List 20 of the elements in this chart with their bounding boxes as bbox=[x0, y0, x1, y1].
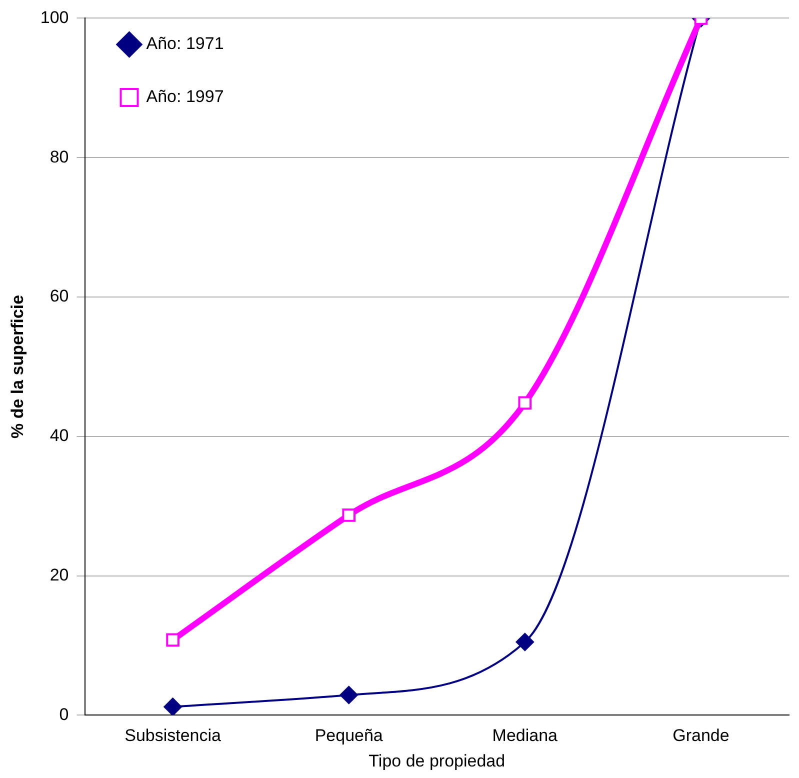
y-tick-label: 100 bbox=[40, 8, 69, 27]
x-tick-label: Grande bbox=[672, 726, 730, 746]
y-tick-label: 60 bbox=[50, 286, 69, 306]
point bbox=[340, 686, 358, 704]
x-tick-label: Pequeña bbox=[314, 726, 384, 746]
point bbox=[518, 396, 532, 410]
legend-label: Año: 1997 bbox=[146, 87, 224, 106]
point bbox=[164, 698, 182, 716]
x-axis-title: Tipo de propiedad bbox=[368, 751, 506, 770]
y-axis-title: % de la superficie bbox=[8, 294, 27, 439]
y-tick-label: 0 bbox=[59, 704, 69, 724]
y-tick-label: 20 bbox=[50, 565, 69, 584]
y-tick-label: 40 bbox=[50, 426, 69, 446]
x-tick-label: Mediana bbox=[492, 726, 558, 746]
legend-label: Año: 1971 bbox=[146, 34, 224, 54]
point bbox=[342, 508, 356, 522]
y-tick-label: 80 bbox=[50, 147, 69, 166]
point bbox=[166, 633, 180, 647]
x-tick-label: Subsistencia bbox=[124, 726, 222, 746]
point bbox=[516, 633, 534, 652]
